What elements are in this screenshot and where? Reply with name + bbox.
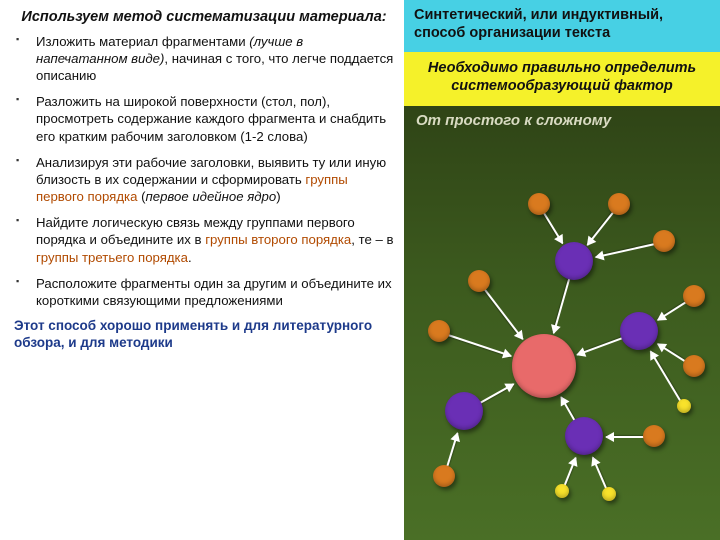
node-orange: [683, 285, 705, 307]
node-orange: [528, 193, 550, 215]
node-orange: [608, 193, 630, 215]
node-center: [512, 334, 576, 398]
node-orange: [643, 425, 665, 447]
list-item: Расположите фрагменты один за другим и о…: [14, 275, 394, 309]
node-orange: [683, 355, 705, 377]
left-panel: Используем метод систематизации материал…: [0, 0, 404, 540]
diagram-caption: От простого к сложному: [416, 112, 611, 129]
list-item: Изложить материал фрагментами (лучше в н…: [14, 33, 394, 84]
node-orange: [468, 270, 490, 292]
diagram-area: От простого к сложному: [404, 106, 720, 540]
node-purple: [565, 417, 603, 455]
node-purple: [620, 312, 658, 350]
left-title: Используем метод систематизации материал…: [14, 8, 394, 27]
bar-factor: Необходимо правильно определить системоо…: [404, 52, 720, 105]
left-footer: Этот способ хорошо применять и для литер…: [14, 318, 394, 352]
right-panel: Синтетический, или индуктивный, способ о…: [404, 0, 720, 540]
list-item: Анализируя эти рабочие заголовки, выявит…: [14, 154, 394, 205]
node-purple: [555, 242, 593, 280]
node-yellow: [602, 487, 616, 501]
node-orange: [433, 465, 455, 487]
method-list: Изложить материал фрагментами (лучше в н…: [14, 33, 394, 309]
node-purple: [445, 392, 483, 430]
node-yellow: [555, 484, 569, 498]
node-orange: [653, 230, 675, 252]
list-item: Разложить на широкой поверхности (стол, …: [14, 93, 394, 144]
node-orange: [428, 320, 450, 342]
arrow: [439, 331, 511, 357]
node-yellow: [677, 399, 691, 413]
list-item: Найдите логическую связь между группами …: [14, 214, 394, 265]
bar-synthetic: Синтетический, или индуктивный, способ о…: [404, 0, 720, 52]
